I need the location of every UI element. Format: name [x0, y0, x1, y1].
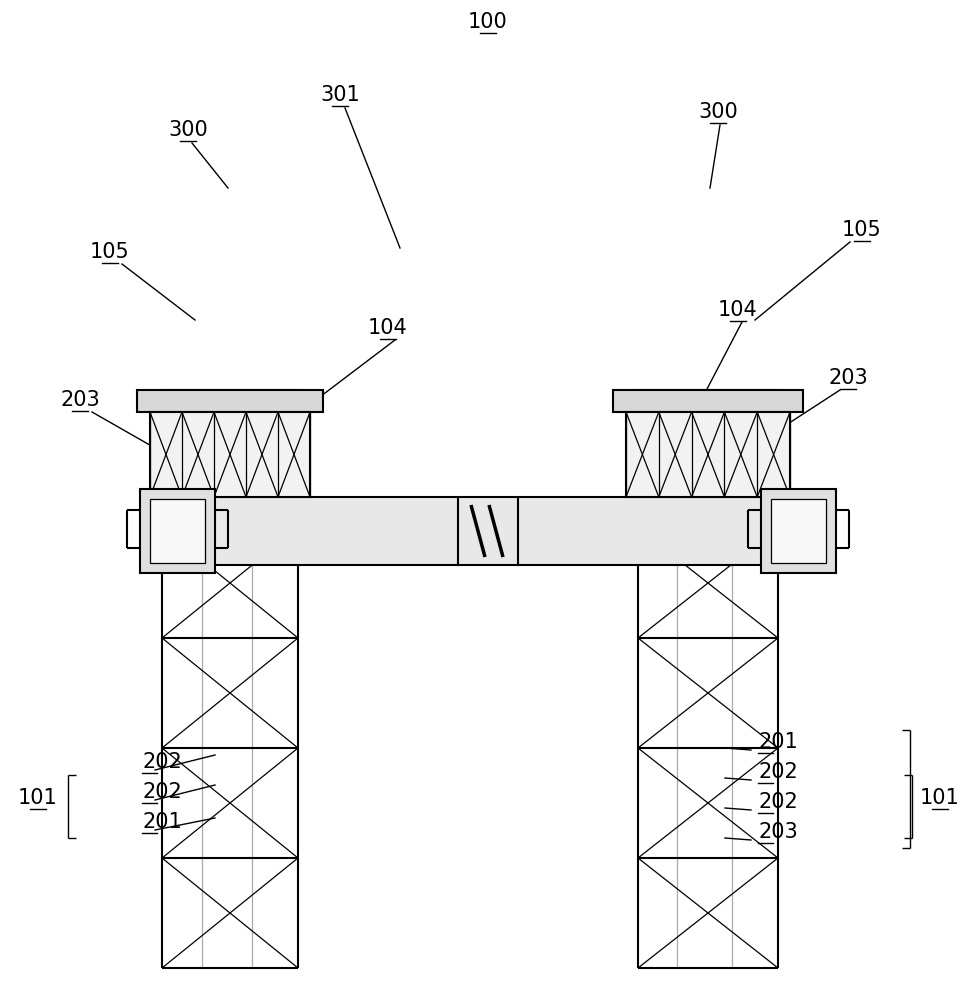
Text: 300: 300 — [168, 120, 208, 140]
Text: 203: 203 — [61, 390, 100, 410]
Text: 105: 105 — [842, 220, 882, 240]
Bar — [137, 390, 323, 412]
Text: 101: 101 — [920, 788, 959, 808]
Text: 105: 105 — [90, 242, 130, 262]
Text: 201: 201 — [758, 732, 797, 752]
Bar — [148, 497, 828, 565]
Text: 100: 100 — [468, 12, 508, 32]
Bar — [761, 489, 836, 573]
Bar — [150, 499, 205, 563]
Text: 300: 300 — [698, 102, 738, 122]
Bar — [613, 390, 803, 412]
Bar — [626, 412, 790, 497]
Text: 203: 203 — [758, 822, 797, 842]
Text: 301: 301 — [320, 85, 360, 105]
Text: 202: 202 — [142, 782, 182, 802]
Bar — [771, 499, 826, 563]
Text: 203: 203 — [828, 368, 868, 388]
Text: 202: 202 — [758, 792, 797, 812]
Text: 202: 202 — [142, 752, 182, 772]
Bar — [140, 489, 215, 573]
Text: 101: 101 — [19, 788, 58, 808]
Text: 104: 104 — [368, 318, 408, 338]
Bar — [150, 412, 310, 497]
Text: 202: 202 — [758, 762, 797, 782]
Text: 104: 104 — [718, 300, 758, 320]
Text: 201: 201 — [142, 812, 182, 832]
